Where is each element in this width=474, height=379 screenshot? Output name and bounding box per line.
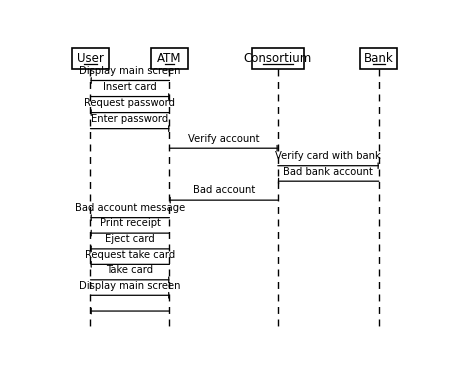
Text: Eject card: Eject card <box>105 234 155 244</box>
Text: Print receipt: Print receipt <box>100 218 160 229</box>
Text: Bad account: Bad account <box>192 185 255 196</box>
Text: Verify card with bank: Verify card with bank <box>275 151 381 161</box>
Text: Display main screen: Display main screen <box>79 280 181 291</box>
Text: Request take card: Request take card <box>85 250 175 260</box>
Text: Display main screen: Display main screen <box>79 66 181 76</box>
Text: ATM: ATM <box>157 52 182 65</box>
Bar <box>252 49 303 69</box>
Text: Insert card: Insert card <box>103 82 157 92</box>
Text: User: User <box>77 52 104 65</box>
Text: Take card: Take card <box>106 265 154 275</box>
Text: Consortium: Consortium <box>244 52 312 65</box>
Bar <box>360 49 397 69</box>
Text: Bad bank account: Bad bank account <box>283 166 373 177</box>
Text: Bad account message: Bad account message <box>75 203 185 213</box>
Text: Verify account: Verify account <box>188 133 259 144</box>
Bar <box>151 49 188 69</box>
Bar <box>72 49 109 69</box>
Text: Request password: Request password <box>84 98 175 108</box>
Text: Bank: Bank <box>364 52 394 65</box>
Text: Enter password: Enter password <box>91 114 169 124</box>
